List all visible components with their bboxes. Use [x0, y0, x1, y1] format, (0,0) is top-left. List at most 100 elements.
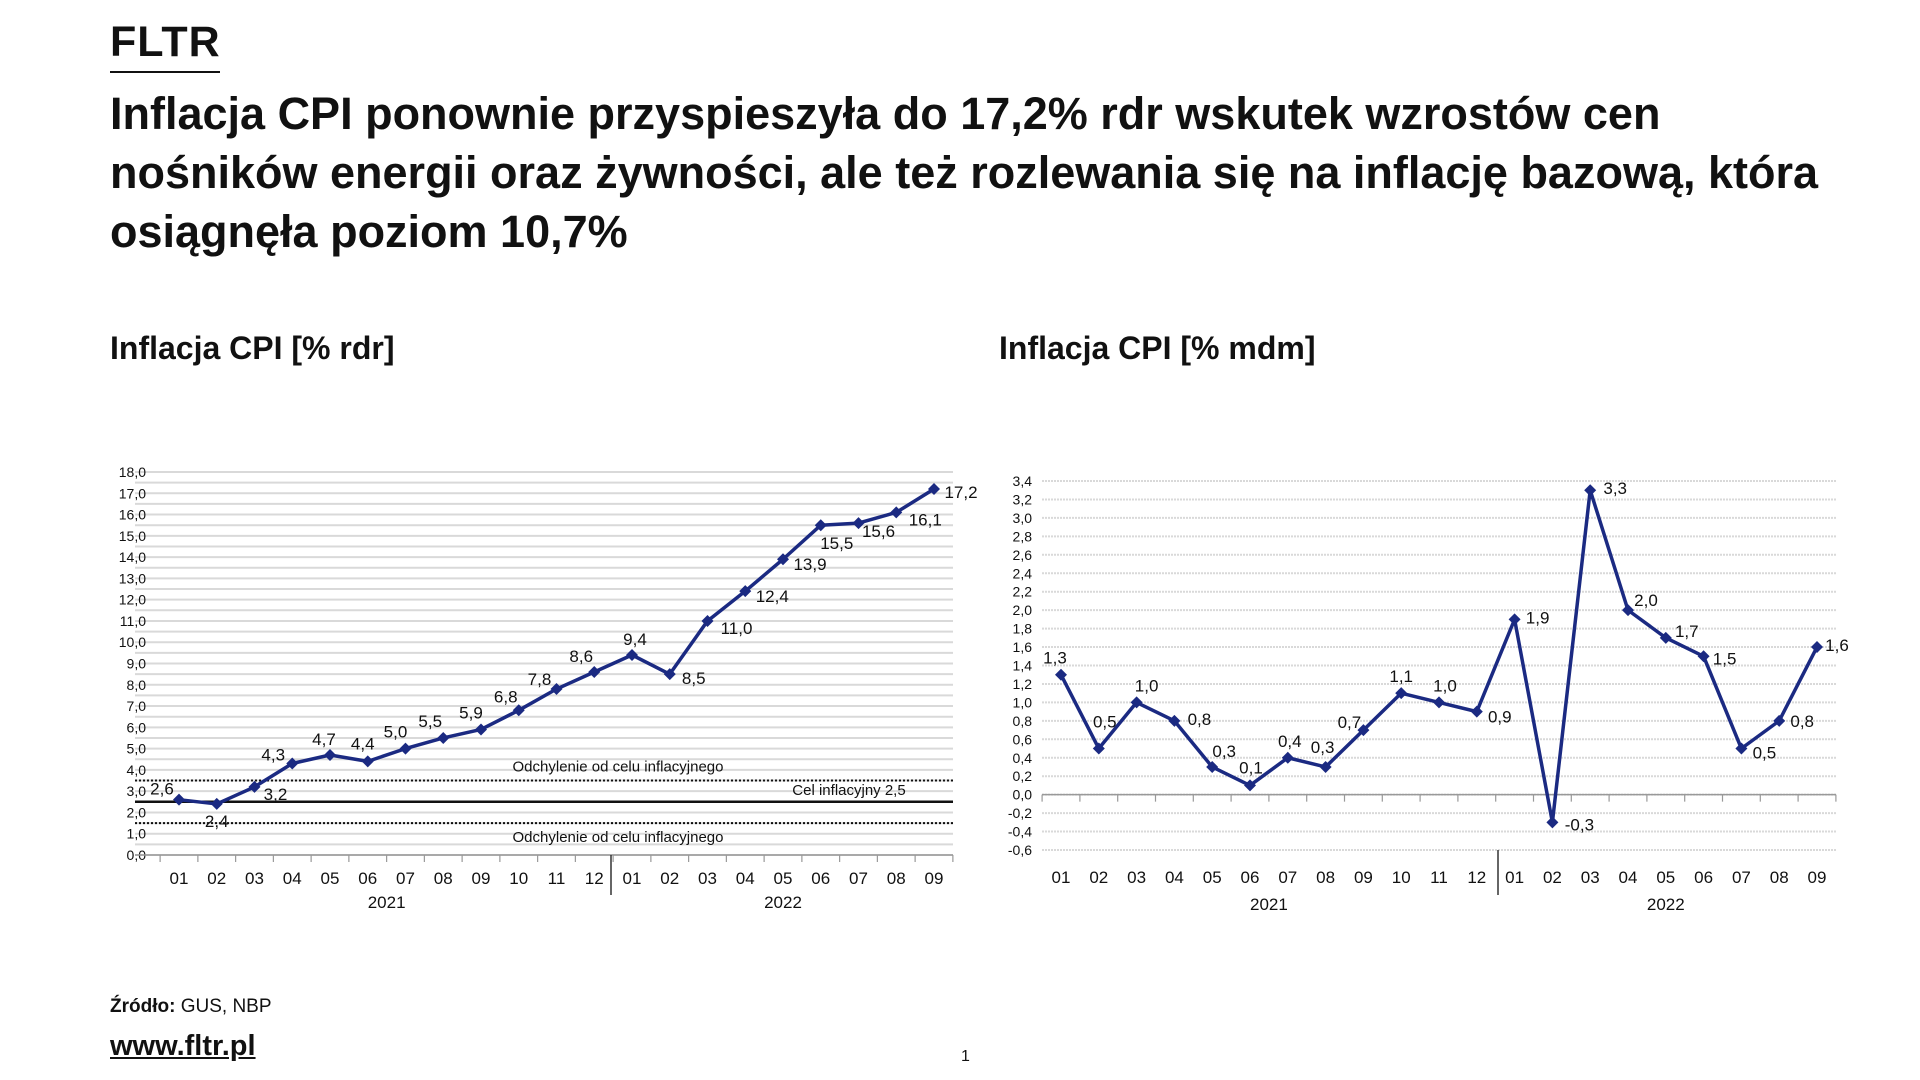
y-tick-label: 5,0 — [127, 741, 147, 757]
data-point-marker — [1470, 705, 1483, 718]
y-tick-label: 0,2 — [1013, 768, 1033, 784]
x-tick-label: 07 — [396, 869, 415, 888]
y-tick-label: -0,2 — [1008, 805, 1032, 821]
x-tick-label: 08 — [887, 869, 906, 888]
x-tick-label: 04 — [1619, 868, 1638, 887]
data-label: 1,5 — [1713, 649, 1737, 668]
y-tick-label: 15,0 — [119, 528, 146, 544]
brand-underline — [110, 71, 220, 73]
x-tick-label: 07 — [1732, 868, 1751, 887]
data-point-marker — [1508, 613, 1521, 626]
data-label: 2,0 — [1634, 591, 1658, 610]
y-tick-label: 0,4 — [1013, 750, 1033, 766]
data-label: 5,9 — [459, 703, 483, 722]
x-tick-label: 06 — [1694, 868, 1713, 887]
y-tick-label: 14,0 — [119, 549, 146, 565]
y-tick-label: 8,0 — [127, 677, 147, 693]
data-label: 15,5 — [820, 534, 853, 553]
y-tick-label: 18,0 — [119, 464, 146, 480]
y-tick-label: 3,0 — [1013, 510, 1033, 526]
x-tick-label: 05 — [774, 869, 793, 888]
x-tick-label: 09 — [1354, 868, 1373, 887]
year-label: 2022 — [764, 893, 802, 912]
x-tick-label: 05 — [1203, 868, 1222, 887]
x-tick-label: 02 — [207, 869, 226, 888]
data-label: 1,0 — [1135, 676, 1159, 695]
source-label: Źródło: — [110, 996, 176, 1017]
y-tick-label: 1,0 — [127, 826, 147, 842]
x-tick-label: 10 — [509, 869, 528, 888]
x-tick-label: 06 — [358, 869, 377, 888]
reference-line-label: Odchylenie od celu inflacyjnego — [513, 759, 724, 776]
data-point-marker — [173, 793, 185, 806]
data-point-marker — [361, 755, 374, 768]
data-label: 1,9 — [1526, 608, 1550, 627]
data-point-marker — [1584, 484, 1597, 497]
data-label: 1,1 — [1389, 667, 1413, 686]
data-label: 1,3 — [1043, 649, 1067, 668]
data-point-marker — [286, 757, 299, 770]
source-value: GUS, NBP — [175, 996, 272, 1017]
data-point-marker — [588, 666, 601, 679]
y-tick-label: 2,0 — [127, 804, 147, 820]
data-label: 15,6 — [862, 522, 895, 541]
website-link[interactable]: www.fltr.pl — [110, 1030, 256, 1062]
data-label: 5,0 — [384, 723, 408, 742]
y-tick-label: 1,4 — [1013, 658, 1033, 674]
data-point-marker — [1168, 714, 1181, 727]
y-tick-label: 1,6 — [1013, 639, 1033, 655]
y-tick-label: 3,2 — [1013, 491, 1033, 507]
data-label: 0,5 — [1093, 713, 1117, 732]
y-tick-label: 0,8 — [1013, 713, 1033, 729]
x-tick-label: 04 — [1165, 868, 1184, 887]
data-label: 3,2 — [264, 785, 288, 804]
data-point-marker — [663, 668, 676, 681]
reference-line-label: Odchylenie od celu inflacyjnego — [513, 829, 724, 846]
data-label: 1,7 — [1675, 622, 1699, 641]
data-point-marker — [1357, 724, 1370, 737]
x-tick-label: 11 — [1430, 868, 1448, 887]
data-point-marker — [1546, 816, 1559, 829]
data-point-marker — [475, 723, 487, 736]
y-tick-label: 3,4 — [1013, 473, 1033, 489]
data-point-marker — [1319, 760, 1332, 773]
data-label: 4,4 — [351, 734, 375, 753]
data-point-marker — [814, 519, 827, 532]
x-tick-label: 04 — [283, 869, 302, 888]
x-tick-label: 01 — [1505, 868, 1524, 887]
x-tick-label: 03 — [698, 869, 717, 888]
y-tick-label: 3,0 — [127, 783, 147, 799]
y-tick-label: 16,0 — [119, 507, 146, 523]
data-point-marker — [1811, 641, 1823, 654]
data-point-marker — [1244, 779, 1256, 792]
x-tick-label: 10 — [1392, 868, 1411, 887]
data-label: 8,6 — [569, 647, 593, 666]
data-label: 0,9 — [1488, 708, 1512, 727]
data-point-marker — [1622, 604, 1634, 617]
y-tick-label: 10,0 — [119, 634, 146, 650]
data-point-marker — [437, 731, 450, 744]
data-point-marker — [777, 553, 789, 566]
y-tick-label: -0,4 — [1008, 824, 1032, 840]
year-label: 2022 — [1647, 895, 1685, 914]
data-point-marker — [399, 742, 412, 755]
data-label: 0,3 — [1311, 738, 1335, 757]
x-tick-label: 08 — [434, 869, 453, 888]
data-label: 4,3 — [261, 746, 285, 765]
data-point-marker — [550, 683, 563, 696]
y-tick-label: 4,0 — [127, 762, 147, 778]
data-point-marker — [1697, 650, 1710, 663]
y-tick-label: 11,0 — [120, 613, 146, 629]
data-label: -0,3 — [1565, 815, 1594, 834]
x-tick-label: 12 — [585, 869, 604, 888]
data-label: 11,0 — [721, 619, 753, 638]
data-label: 9,4 — [623, 630, 647, 649]
y-tick-label: 7,0 — [127, 698, 147, 714]
x-tick-label: 07 — [1278, 868, 1297, 887]
y-tick-label: 2,4 — [1013, 565, 1033, 581]
data-label: 17,2 — [944, 483, 977, 502]
x-tick-label: 01 — [623, 869, 642, 888]
chart-title-mdm: Inflacja CPI [% mdm] — [999, 330, 1316, 366]
x-tick-label: 09 — [925, 869, 944, 888]
